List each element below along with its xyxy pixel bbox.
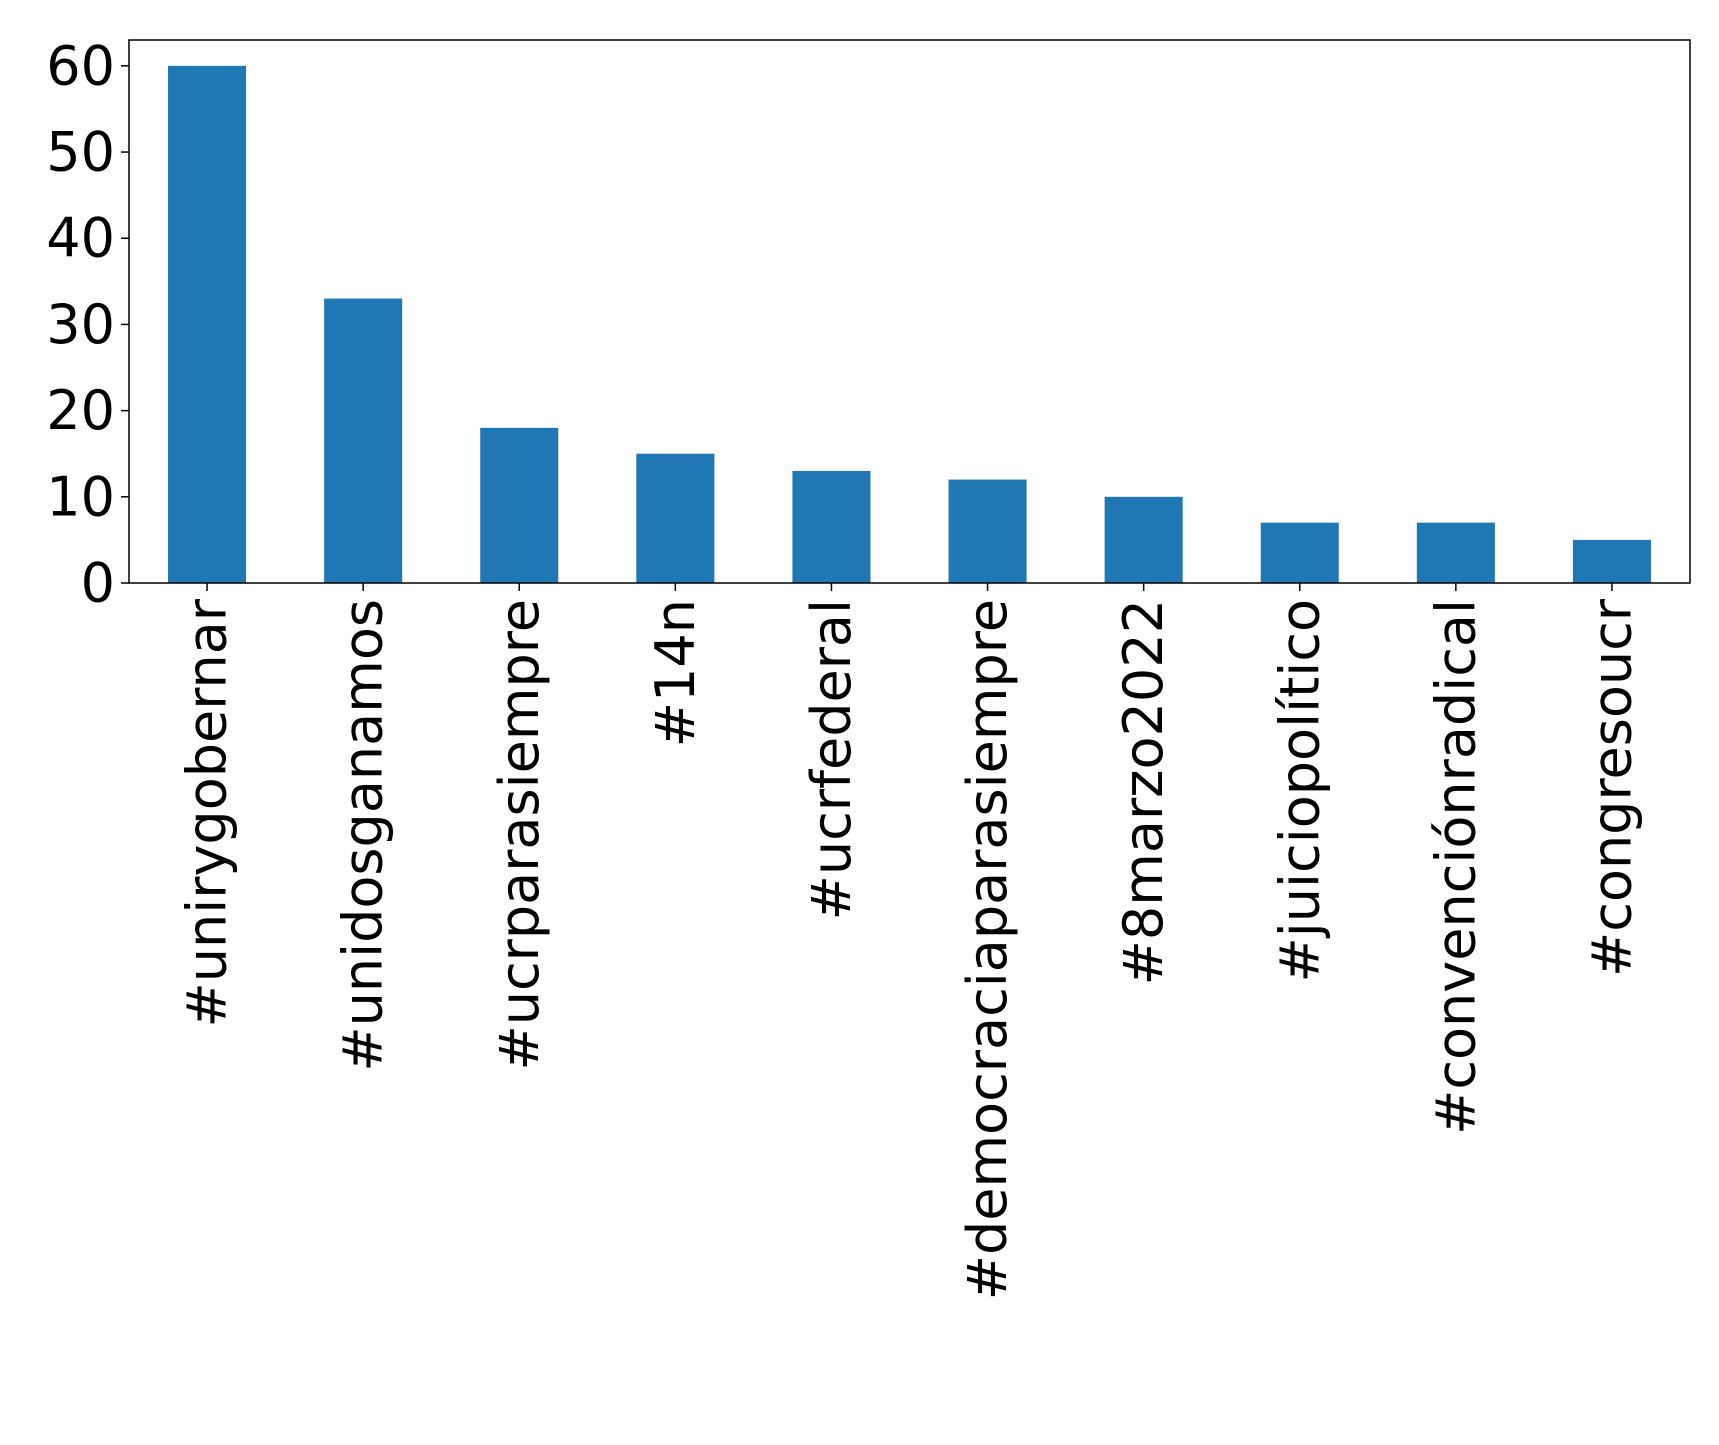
x-tick-label: #unidosganamos xyxy=(332,599,395,1072)
x-tick-label: #democraciaparasiempre xyxy=(956,599,1019,1300)
bar-5 xyxy=(948,479,1027,583)
plot-area-frame xyxy=(128,39,1691,584)
bar-2 xyxy=(480,427,559,583)
x-tick-label: #ucrparasiempre xyxy=(488,599,551,1071)
x-tick-label: #8marzo2022 xyxy=(1112,599,1175,985)
y-tick-label: 40 xyxy=(46,207,115,270)
bar-7 xyxy=(1260,522,1339,583)
x-axis: #unirygobernar #unidosganamos #ucrparasiem… xyxy=(176,583,1643,1300)
x-tick-label: #congresoucr xyxy=(1580,598,1643,977)
y-axis: 0 10 20 30 40 50 60 xyxy=(46,34,129,615)
bar-0 xyxy=(168,65,247,584)
x-tick-label: #juiciopolítico xyxy=(1268,599,1331,982)
x-tick-label: #convenciónradical xyxy=(1424,599,1487,1135)
y-tick-label: 0 xyxy=(81,552,115,615)
bar-6 xyxy=(1104,496,1183,583)
x-tick-label: #unirygobernar xyxy=(176,598,239,1027)
y-tick-label: 20 xyxy=(46,379,115,442)
y-tick-label: 60 xyxy=(46,34,115,97)
bar-1 xyxy=(324,298,403,583)
bars-group xyxy=(168,65,1651,584)
bar-4 xyxy=(792,470,871,583)
x-tick-label: #ucrfederal xyxy=(800,599,863,920)
x-tick-label: #14n xyxy=(644,599,707,747)
bar-9 xyxy=(1572,539,1651,583)
y-tick-label: 30 xyxy=(46,293,115,356)
bar-8 xyxy=(1416,522,1495,583)
bar-3 xyxy=(636,453,715,583)
y-tick-label: 50 xyxy=(46,121,115,184)
y-tick-label: 10 xyxy=(46,465,115,528)
